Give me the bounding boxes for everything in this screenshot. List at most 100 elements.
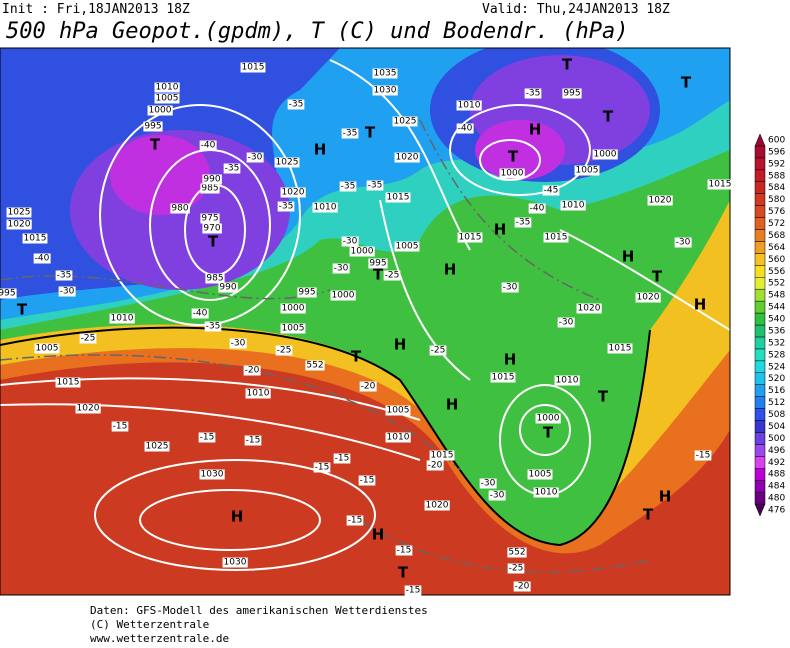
label-bg	[543, 232, 569, 243]
contour-label: 1010	[535, 488, 558, 498]
label-bg	[404, 585, 422, 596]
contour-label: -35	[341, 182, 356, 192]
contour-label: 985	[201, 184, 218, 194]
contour-label: -40	[193, 309, 208, 319]
label-bg	[372, 68, 398, 79]
colorbar-label: 560	[768, 255, 785, 265]
contour-label: -30	[559, 318, 574, 328]
label-bg	[527, 469, 553, 480]
label-bg	[694, 450, 712, 461]
label-bg	[280, 187, 306, 198]
label-bg	[6, 219, 32, 230]
footer-line: www.wetterzentrale.de	[90, 632, 229, 645]
contour-label: 1015	[459, 233, 482, 243]
label-bg	[592, 149, 618, 160]
contour-label: -35	[57, 271, 72, 281]
label-bg	[109, 313, 135, 324]
contour-label: 1010	[387, 433, 410, 443]
colorbar-swatch	[754, 193, 766, 206]
label-bg	[205, 273, 225, 284]
colorbar-swatch	[754, 145, 766, 159]
label-bg	[394, 152, 420, 163]
contour-label: -35	[343, 129, 358, 139]
contour-label: -35	[526, 89, 541, 99]
colorbar-swatch	[754, 157, 766, 171]
colorbar-swatch	[754, 277, 766, 290]
colorbar-swatch	[754, 468, 766, 481]
map-title: 500 hPa Geopot.(gpdm), T (C) und Bodendr…	[6, 19, 629, 44]
colorbar-label: 484	[768, 482, 785, 492]
contour-label: -30	[248, 153, 263, 163]
colorbar-label: 552	[768, 279, 785, 289]
contour-label: -40	[458, 124, 473, 134]
label-bg	[392, 116, 418, 127]
contour-label: -15	[348, 516, 363, 526]
contour-label: 1015	[609, 344, 632, 354]
pressure-center: T	[562, 56, 573, 74]
contour-label: 1020	[282, 188, 305, 198]
contour-label: -25	[277, 346, 292, 356]
contour-label: 1000	[594, 150, 617, 160]
contour-label: -30	[343, 237, 358, 247]
label-bg	[277, 201, 295, 212]
field	[110, 135, 210, 215]
label-bg	[557, 317, 575, 328]
contour-label: -30	[60, 287, 75, 297]
contour-label: -20	[361, 382, 376, 392]
contour-label: -40	[35, 254, 50, 264]
label-bg	[55, 270, 73, 281]
pressure-center: T	[652, 268, 663, 286]
colorbar-label: 508	[768, 410, 785, 420]
label-bg	[385, 405, 411, 416]
contour-label: -15	[200, 433, 215, 443]
colorbar-swatch	[754, 229, 766, 242]
pressure-center: H	[659, 488, 672, 506]
label-bg	[244, 435, 262, 446]
label-bg	[574, 165, 600, 176]
isotherms	[0, 119, 651, 573]
contour-label: -15	[696, 451, 711, 461]
label-bg	[202, 223, 222, 234]
contour-label: -40	[201, 141, 216, 151]
contour-label: 1015	[242, 63, 265, 73]
colorbar-swatch	[754, 133, 766, 147]
pressure-center: H	[394, 336, 407, 354]
colorbar-swatch	[754, 300, 766, 314]
contour-label: 1000	[149, 106, 172, 116]
label-bg	[479, 478, 497, 489]
contour-label: 995	[298, 288, 315, 298]
label-bg	[429, 450, 455, 461]
contour-label: 1000	[501, 169, 524, 179]
contour-label: -35	[225, 164, 240, 174]
colorbar-label: 580	[768, 195, 785, 205]
label-bg	[499, 168, 525, 179]
contour-label: 1025	[394, 117, 417, 127]
label-bg	[312, 202, 338, 213]
contour-label: -35	[206, 322, 221, 332]
pressure-center: H	[231, 508, 244, 526]
contour-label: 1030	[374, 86, 397, 96]
label-bg	[524, 88, 542, 99]
contour-label: 1015	[431, 451, 454, 461]
colorbar-label: 572	[768, 219, 785, 229]
label-bg	[191, 308, 209, 319]
label-bg	[341, 236, 359, 247]
contour-label: 1020	[578, 304, 601, 314]
contour-label: 1030	[201, 470, 224, 480]
label-bg	[528, 203, 546, 214]
colorbar-label: 588	[768, 171, 785, 181]
colorbar-label: 480	[768, 494, 785, 504]
contour-label: -15	[397, 546, 412, 556]
contour-label: 980	[171, 204, 188, 214]
label-bg	[349, 246, 375, 257]
label-bg	[200, 213, 220, 224]
colorbar-label: 496	[768, 446, 785, 456]
contour-label: -35	[289, 100, 304, 110]
contour-label: -30	[503, 283, 518, 293]
pressure-center: T	[643, 506, 654, 524]
label-bg	[144, 441, 170, 452]
colorbar-label: 540	[768, 315, 785, 325]
colorbar-swatch	[754, 336, 766, 350]
label-bg	[198, 432, 216, 443]
contour-label: 1020	[396, 153, 419, 163]
